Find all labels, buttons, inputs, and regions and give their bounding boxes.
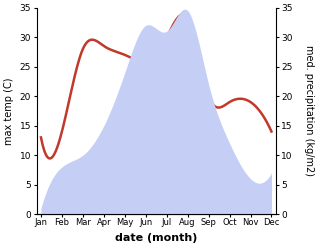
Y-axis label: max temp (C): max temp (C) — [4, 77, 14, 145]
X-axis label: date (month): date (month) — [115, 233, 197, 243]
Y-axis label: med. precipitation (kg/m2): med. precipitation (kg/m2) — [304, 45, 314, 176]
